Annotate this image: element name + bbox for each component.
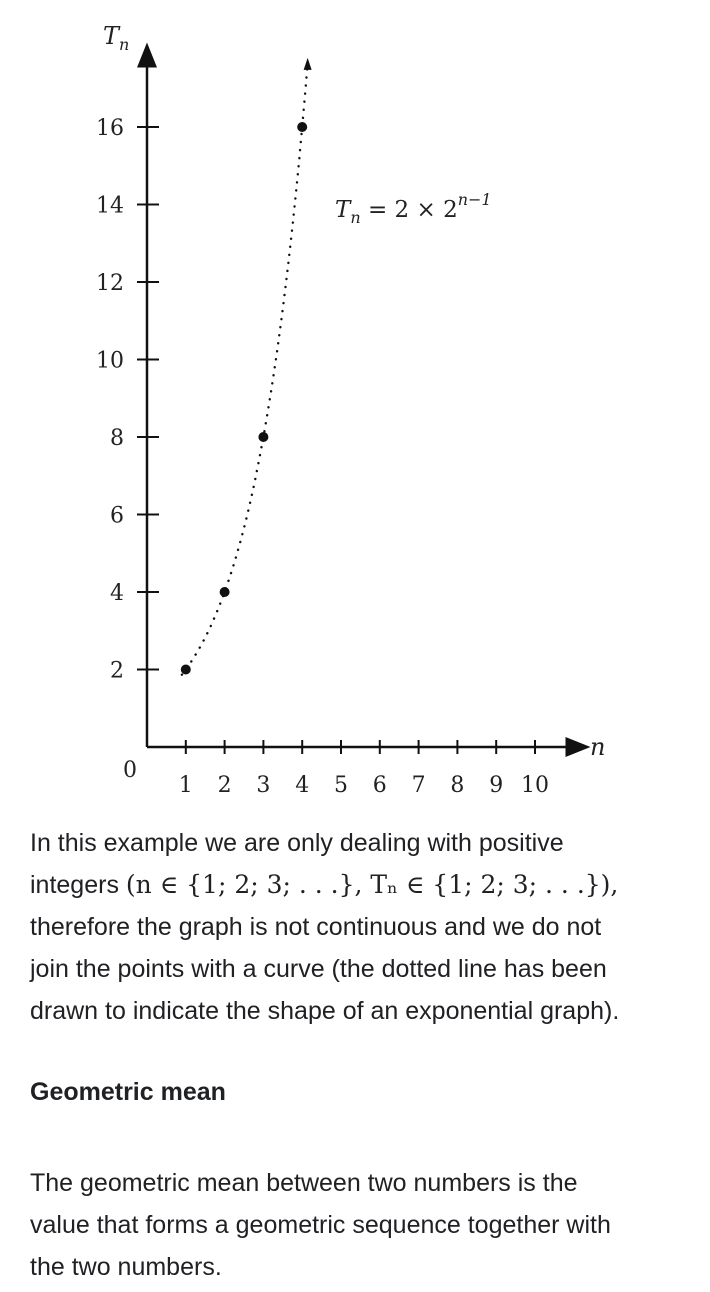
- y-tick-label: 16: [96, 116, 124, 141]
- formula-annotation: Tn = 2 × 2n−1: [335, 190, 492, 227]
- para1-line4: join the points with a curve (the dotted…: [30, 955, 607, 983]
- dotted-curve: [180, 57, 312, 676]
- para1-line1: In this example we are only dealing with…: [30, 829, 564, 857]
- formula-exponent: n−1: [458, 190, 492, 209]
- data-point: [258, 432, 269, 442]
- explanation-paragraph: In this example we are only dealing with…: [30, 822, 700, 1032]
- section-heading: Geometric mean: [30, 1078, 226, 1106]
- para1-line2-start: integers: [30, 871, 126, 899]
- curve-arrowhead: [303, 57, 312, 70]
- para1-line5: drawn to indicate the shape of an expone…: [30, 997, 620, 1025]
- x-tick-label: 5: [334, 773, 348, 798]
- data-point: [180, 664, 191, 675]
- para2-line2: value that forms a geometric sequence to…: [30, 1211, 611, 1239]
- y-axis-label-base: T: [103, 22, 121, 50]
- x-tick-label: 1: [179, 773, 193, 798]
- x-tick-label: 10: [521, 773, 549, 798]
- x-axis-label: n: [590, 733, 605, 761]
- y-tick-label: 8: [110, 426, 124, 451]
- y-axis-label: Tn: [103, 22, 129, 54]
- definition-paragraph: The geometric mean between two numbers i…: [30, 1162, 700, 1288]
- data-point: [219, 587, 230, 597]
- section-heading-container: Geometric mean: [30, 1078, 700, 1107]
- para1-line2: integers (n ∈ {1; 2; 3; . . .}, Tₙ ∈ {1;…: [30, 864, 700, 906]
- y-tick-label: 4: [110, 581, 124, 606]
- y-tick-label: 6: [110, 504, 124, 529]
- para1-line3: therefore the graph is not continuous an…: [30, 913, 602, 941]
- y-tick-label: 10: [96, 349, 124, 374]
- formula-subscript: n: [350, 208, 360, 227]
- formula-rest: = 2 × 2: [361, 197, 458, 223]
- formula-base: T: [335, 197, 352, 223]
- y-axis-label-subscript: n: [119, 35, 129, 54]
- exponential-guide-curve: [180, 62, 309, 676]
- axes: [137, 42, 591, 757]
- x-tick-label: 2: [218, 773, 232, 798]
- y-tick-label: 14: [96, 194, 124, 219]
- y-tick-label: 12: [96, 271, 124, 296]
- x-tick-label: 6: [373, 773, 387, 798]
- para2-line3: the two numbers.: [30, 1253, 222, 1281]
- x-tick-label: 8: [450, 773, 464, 798]
- y-tick-label: 2: [110, 659, 124, 684]
- x-tick-label: 4: [295, 773, 309, 798]
- x-tick-label: 7: [412, 773, 426, 798]
- math-set-notation: (n ∈ {1; 2; 3; . . .}, Tₙ ∈ {1; 2; 3; . …: [125, 870, 619, 899]
- para2-line1: The geometric mean between two numbers i…: [30, 1169, 578, 1197]
- x-tick-label: 3: [256, 773, 270, 798]
- x-tick-label: 9: [489, 773, 503, 798]
- data-points: [180, 122, 308, 675]
- origin-label: 0: [123, 758, 137, 783]
- data-point: [297, 122, 308, 132]
